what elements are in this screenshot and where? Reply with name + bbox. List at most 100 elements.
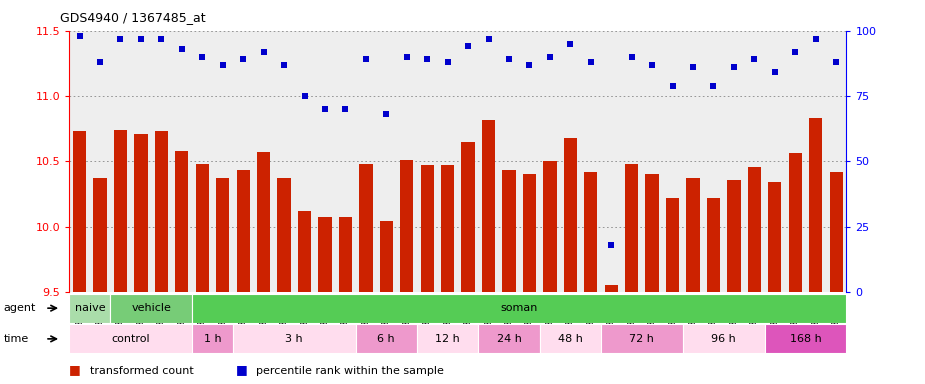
Point xyxy=(788,48,803,55)
Bar xyxy=(110,294,192,323)
Bar xyxy=(462,142,475,292)
Point xyxy=(154,35,168,41)
Bar xyxy=(830,172,843,292)
Bar xyxy=(747,167,761,292)
Bar xyxy=(765,324,846,353)
Point xyxy=(685,64,700,70)
Text: 1 h: 1 h xyxy=(204,334,221,344)
Point xyxy=(338,106,352,112)
Bar xyxy=(154,131,168,292)
Bar xyxy=(298,211,311,292)
Point xyxy=(92,59,107,65)
Point xyxy=(175,46,190,52)
Bar xyxy=(646,174,659,292)
Bar xyxy=(666,198,679,292)
Bar xyxy=(502,170,515,292)
Bar xyxy=(683,324,765,353)
Bar xyxy=(237,170,250,292)
Bar xyxy=(601,324,683,353)
Point xyxy=(400,54,414,60)
Point xyxy=(379,111,394,118)
Bar xyxy=(257,152,270,292)
Point xyxy=(829,59,844,65)
Bar xyxy=(401,160,413,292)
Point xyxy=(297,93,312,99)
Point xyxy=(542,54,557,60)
Point xyxy=(624,54,639,60)
Bar xyxy=(195,164,209,292)
Bar xyxy=(278,178,290,292)
Point xyxy=(808,35,823,41)
Point xyxy=(195,54,210,60)
Bar xyxy=(482,119,495,292)
Point xyxy=(133,35,148,41)
Bar xyxy=(175,151,189,292)
Text: 3 h: 3 h xyxy=(286,334,303,344)
Bar xyxy=(809,118,822,292)
Point xyxy=(768,70,783,76)
Point xyxy=(72,33,87,39)
Point xyxy=(236,56,251,63)
Bar xyxy=(73,131,86,292)
Text: 24 h: 24 h xyxy=(497,334,522,344)
Point xyxy=(747,56,762,63)
Bar xyxy=(686,178,699,292)
Bar xyxy=(192,294,846,323)
Text: 12 h: 12 h xyxy=(436,334,460,344)
Point xyxy=(706,83,721,89)
Text: ■: ■ xyxy=(236,363,248,376)
Bar xyxy=(707,198,720,292)
Bar xyxy=(789,154,802,292)
Point xyxy=(665,83,680,89)
Bar xyxy=(441,165,454,292)
Bar xyxy=(134,134,148,292)
Bar xyxy=(192,324,233,353)
Bar xyxy=(216,178,229,292)
Text: ■: ■ xyxy=(69,363,81,376)
Bar xyxy=(563,138,577,292)
Point xyxy=(726,64,741,70)
Point xyxy=(481,35,496,41)
Text: soman: soman xyxy=(500,303,538,313)
Text: 96 h: 96 h xyxy=(711,334,736,344)
Bar xyxy=(523,174,536,292)
Bar xyxy=(421,165,434,292)
Text: GDS4940 / 1367485_at: GDS4940 / 1367485_at xyxy=(60,12,205,25)
Text: 48 h: 48 h xyxy=(558,334,583,344)
Point xyxy=(645,61,660,68)
Text: 72 h: 72 h xyxy=(630,334,654,344)
Bar xyxy=(478,324,539,353)
Bar xyxy=(379,221,393,292)
Text: naive: naive xyxy=(75,303,105,313)
Bar xyxy=(727,180,741,292)
Point xyxy=(113,35,128,41)
Point xyxy=(563,41,578,47)
Text: 168 h: 168 h xyxy=(790,334,821,344)
Point xyxy=(420,56,435,63)
Point xyxy=(216,61,230,68)
Bar xyxy=(339,217,352,292)
Bar xyxy=(93,178,106,292)
Bar xyxy=(768,182,782,292)
Point xyxy=(317,106,332,112)
Bar xyxy=(539,324,601,353)
Point xyxy=(604,242,619,248)
Bar xyxy=(318,217,331,292)
Point xyxy=(256,48,271,55)
Bar xyxy=(625,164,638,292)
Text: vehicle: vehicle xyxy=(131,303,171,313)
Bar xyxy=(605,285,618,292)
Text: 6 h: 6 h xyxy=(377,334,395,344)
Point xyxy=(277,61,291,68)
Bar xyxy=(114,130,127,292)
Bar xyxy=(233,324,355,353)
Bar xyxy=(69,294,110,323)
Bar xyxy=(585,172,598,292)
Text: control: control xyxy=(111,334,150,344)
Text: agent: agent xyxy=(4,303,36,313)
Point xyxy=(461,43,475,50)
Text: percentile rank within the sample: percentile rank within the sample xyxy=(256,366,444,376)
Bar xyxy=(355,324,417,353)
Point xyxy=(522,61,536,68)
Point xyxy=(359,56,374,63)
